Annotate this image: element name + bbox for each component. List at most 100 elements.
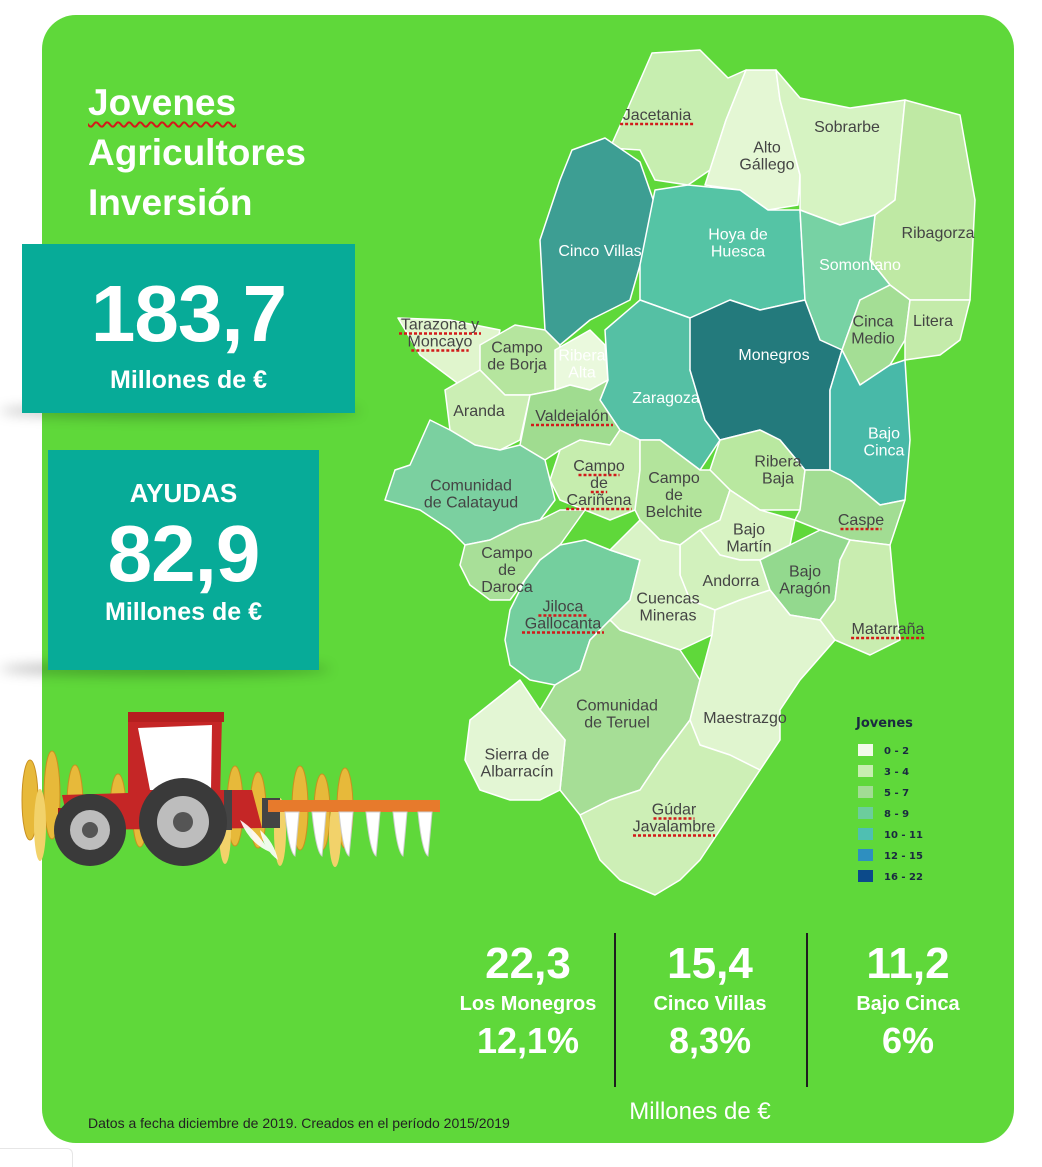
region-label-line: Gállego: [739, 157, 794, 174]
legend-swatch: [858, 744, 873, 756]
legend-label: 0 - 2: [884, 746, 909, 757]
region-label-line: Litera: [913, 313, 953, 330]
total-investment-box: 183,7 Millones de €: [22, 244, 355, 413]
region-label-line: Ribera: [754, 454, 801, 471]
region-label-line: Medio: [851, 331, 895, 348]
region-label-monegros: Monegros: [738, 347, 809, 364]
region-label-line: Campo: [648, 470, 700, 487]
region-label-line: Valdejalón: [535, 408, 609, 425]
region-label-line: Belchite: [646, 504, 703, 521]
region-label-calatayud: Comunidad de Calatayud: [424, 478, 518, 512]
title-line-1: Jovenes: [88, 82, 237, 123]
total-investment-unit: Millones de €: [110, 366, 267, 394]
ayudas-unit: Millones de €: [105, 598, 262, 626]
region-label-sobrarbe: Sobrarbe: [814, 119, 880, 136]
region-litera: [904, 299, 971, 361]
region-label-line: Jiloca: [543, 599, 584, 616]
region-label-hoya-de-huesca: Hoya de Huesca: [708, 227, 768, 261]
footer-unit: Millones de €: [629, 1098, 771, 1125]
legend-label: 5 - 7: [884, 788, 909, 799]
region-label-line: de Borja: [487, 357, 547, 374]
region-label-maestrazgo: Maestrazgo: [703, 710, 787, 727]
stat-bajo-cinca: 11,2 Bajo Cinca 6%: [813, 938, 1003, 1064]
legend-label: 8 - 9: [884, 809, 909, 820]
region-label-line: de: [590, 475, 608, 492]
region-label-line: Ribagorza: [902, 225, 975, 242]
region-sierra-albarracin: [464, 679, 566, 801]
region-label-line: Cinca: [864, 443, 905, 460]
region-label-line: Caspe: [838, 512, 884, 529]
region-label-line: Mineras: [640, 608, 697, 625]
region-label-line: Gúdar: [652, 802, 697, 819]
region-label-line: Campo: [573, 458, 625, 475]
region-label-line: Gallocanta: [525, 616, 602, 633]
title-line-3: Inversión: [88, 182, 253, 223]
region-label-line: Somontano: [819, 257, 901, 274]
stat-monegros: 22,3 Los Monegros 12,1%: [433, 938, 623, 1064]
stat-value: 22,3: [485, 939, 571, 988]
region-label-line: Monegros: [738, 347, 809, 364]
region-label-line: Cinco Villas: [558, 243, 641, 260]
region-label-line: Sierra de: [485, 747, 550, 764]
divider: [614, 933, 616, 1087]
region-label-line: Moncayo: [408, 334, 473, 351]
region-label-line: Comunidad: [576, 698, 658, 715]
region-label-aranda: Aranda: [453, 403, 505, 420]
region-label-carinena: Campo de Cariñena: [567, 458, 632, 509]
ayudas-label: AYUDAS: [129, 478, 238, 508]
region-label-line: Ribera: [558, 348, 605, 365]
region-label-line: Bajo: [868, 426, 900, 443]
legend-label: 12 - 15: [884, 851, 923, 862]
region-label-line: Matarraña: [852, 621, 925, 638]
corner-box: [0, 1148, 73, 1167]
region-label-line: Alto: [753, 140, 781, 157]
legend-label: 16 - 22: [884, 872, 923, 883]
region-label-line: Alta: [568, 365, 596, 382]
region-label-ribagorza: Ribagorza: [902, 225, 975, 242]
region-label-comunidad-teruel: Comunidad de Teruel: [576, 698, 658, 732]
region-label-line: Javalambre: [633, 819, 716, 836]
region-label-line: Tarazona y: [401, 317, 479, 334]
legend-swatch: [858, 828, 873, 840]
stat-name: Los Monegros: [459, 993, 597, 1015]
tractor-illustration: [21, 712, 440, 867]
region-label-bajo-aragon: Bajo Aragón: [779, 564, 831, 598]
region-label-line: Hoya de: [708, 227, 768, 244]
region-label-line: Bajo: [733, 522, 765, 539]
region-label-line: Huesca: [711, 244, 765, 261]
stat-percent: 8,3%: [668, 1020, 752, 1061]
region-label-cinco-villas: Cinco Villas: [558, 243, 641, 260]
stat-name: Cinco Villas: [653, 993, 767, 1015]
legend-swatch: [858, 807, 873, 819]
ayudas-box: AYUDAS 82,9 Millones de €: [48, 450, 319, 670]
stat-value: 11,2: [866, 939, 950, 988]
region-label-line: de Calatayud: [424, 495, 518, 512]
region-label-somontano: Somontano: [819, 257, 901, 274]
region-label-matarrana: Matarraña: [852, 621, 925, 638]
map-legend: Jovenes 0 - 2 3 - 4 5 - 7 8 - 9 10 - 11 12 - …: [855, 716, 923, 883]
region-label-line: Jacetania: [623, 107, 692, 124]
legend-title: Jovenes: [855, 716, 913, 731]
region-label-zaragoza: Zaragoza: [632, 390, 700, 407]
legend-label: 10 - 11: [884, 830, 923, 841]
region-label-line: de Teruel: [584, 715, 650, 732]
region-label-andorra: Andorra: [703, 573, 760, 590]
region-label-line: Cuencas: [636, 591, 699, 608]
region-label-cinca-medio: Cinca Medio: [851, 314, 895, 348]
ayudas-value: 82,9: [107, 509, 261, 598]
region-label-line: Comunidad: [430, 478, 512, 495]
region-label-line: Aragón: [779, 581, 831, 598]
stat-value: 15,4: [667, 939, 753, 988]
stat-cinco-villas: 15,4 Cinco Villas 8,3%: [615, 938, 805, 1064]
region-label-line: Albarracín: [481, 764, 554, 781]
legend-label: 3 - 4: [884, 767, 909, 778]
region-label-alto-gallego: Alto Gállego: [739, 140, 794, 174]
region-label-sierra-albarracin: Sierra de Albarracín: [481, 747, 554, 781]
title: Jovenes Agricultores Inversión: [88, 78, 408, 228]
region-label-jiloca: Jiloca Gallocanta: [525, 599, 602, 633]
region-label-valdejalon: Valdejalón: [535, 408, 609, 425]
region-label-line: Bajo: [789, 564, 821, 581]
region-label-bajo-cinca: Bajo Cinca: [864, 426, 905, 460]
region-maestrazgo: [689, 589, 836, 771]
region-label-ribera-baja: Ribera Baja: [754, 454, 801, 488]
